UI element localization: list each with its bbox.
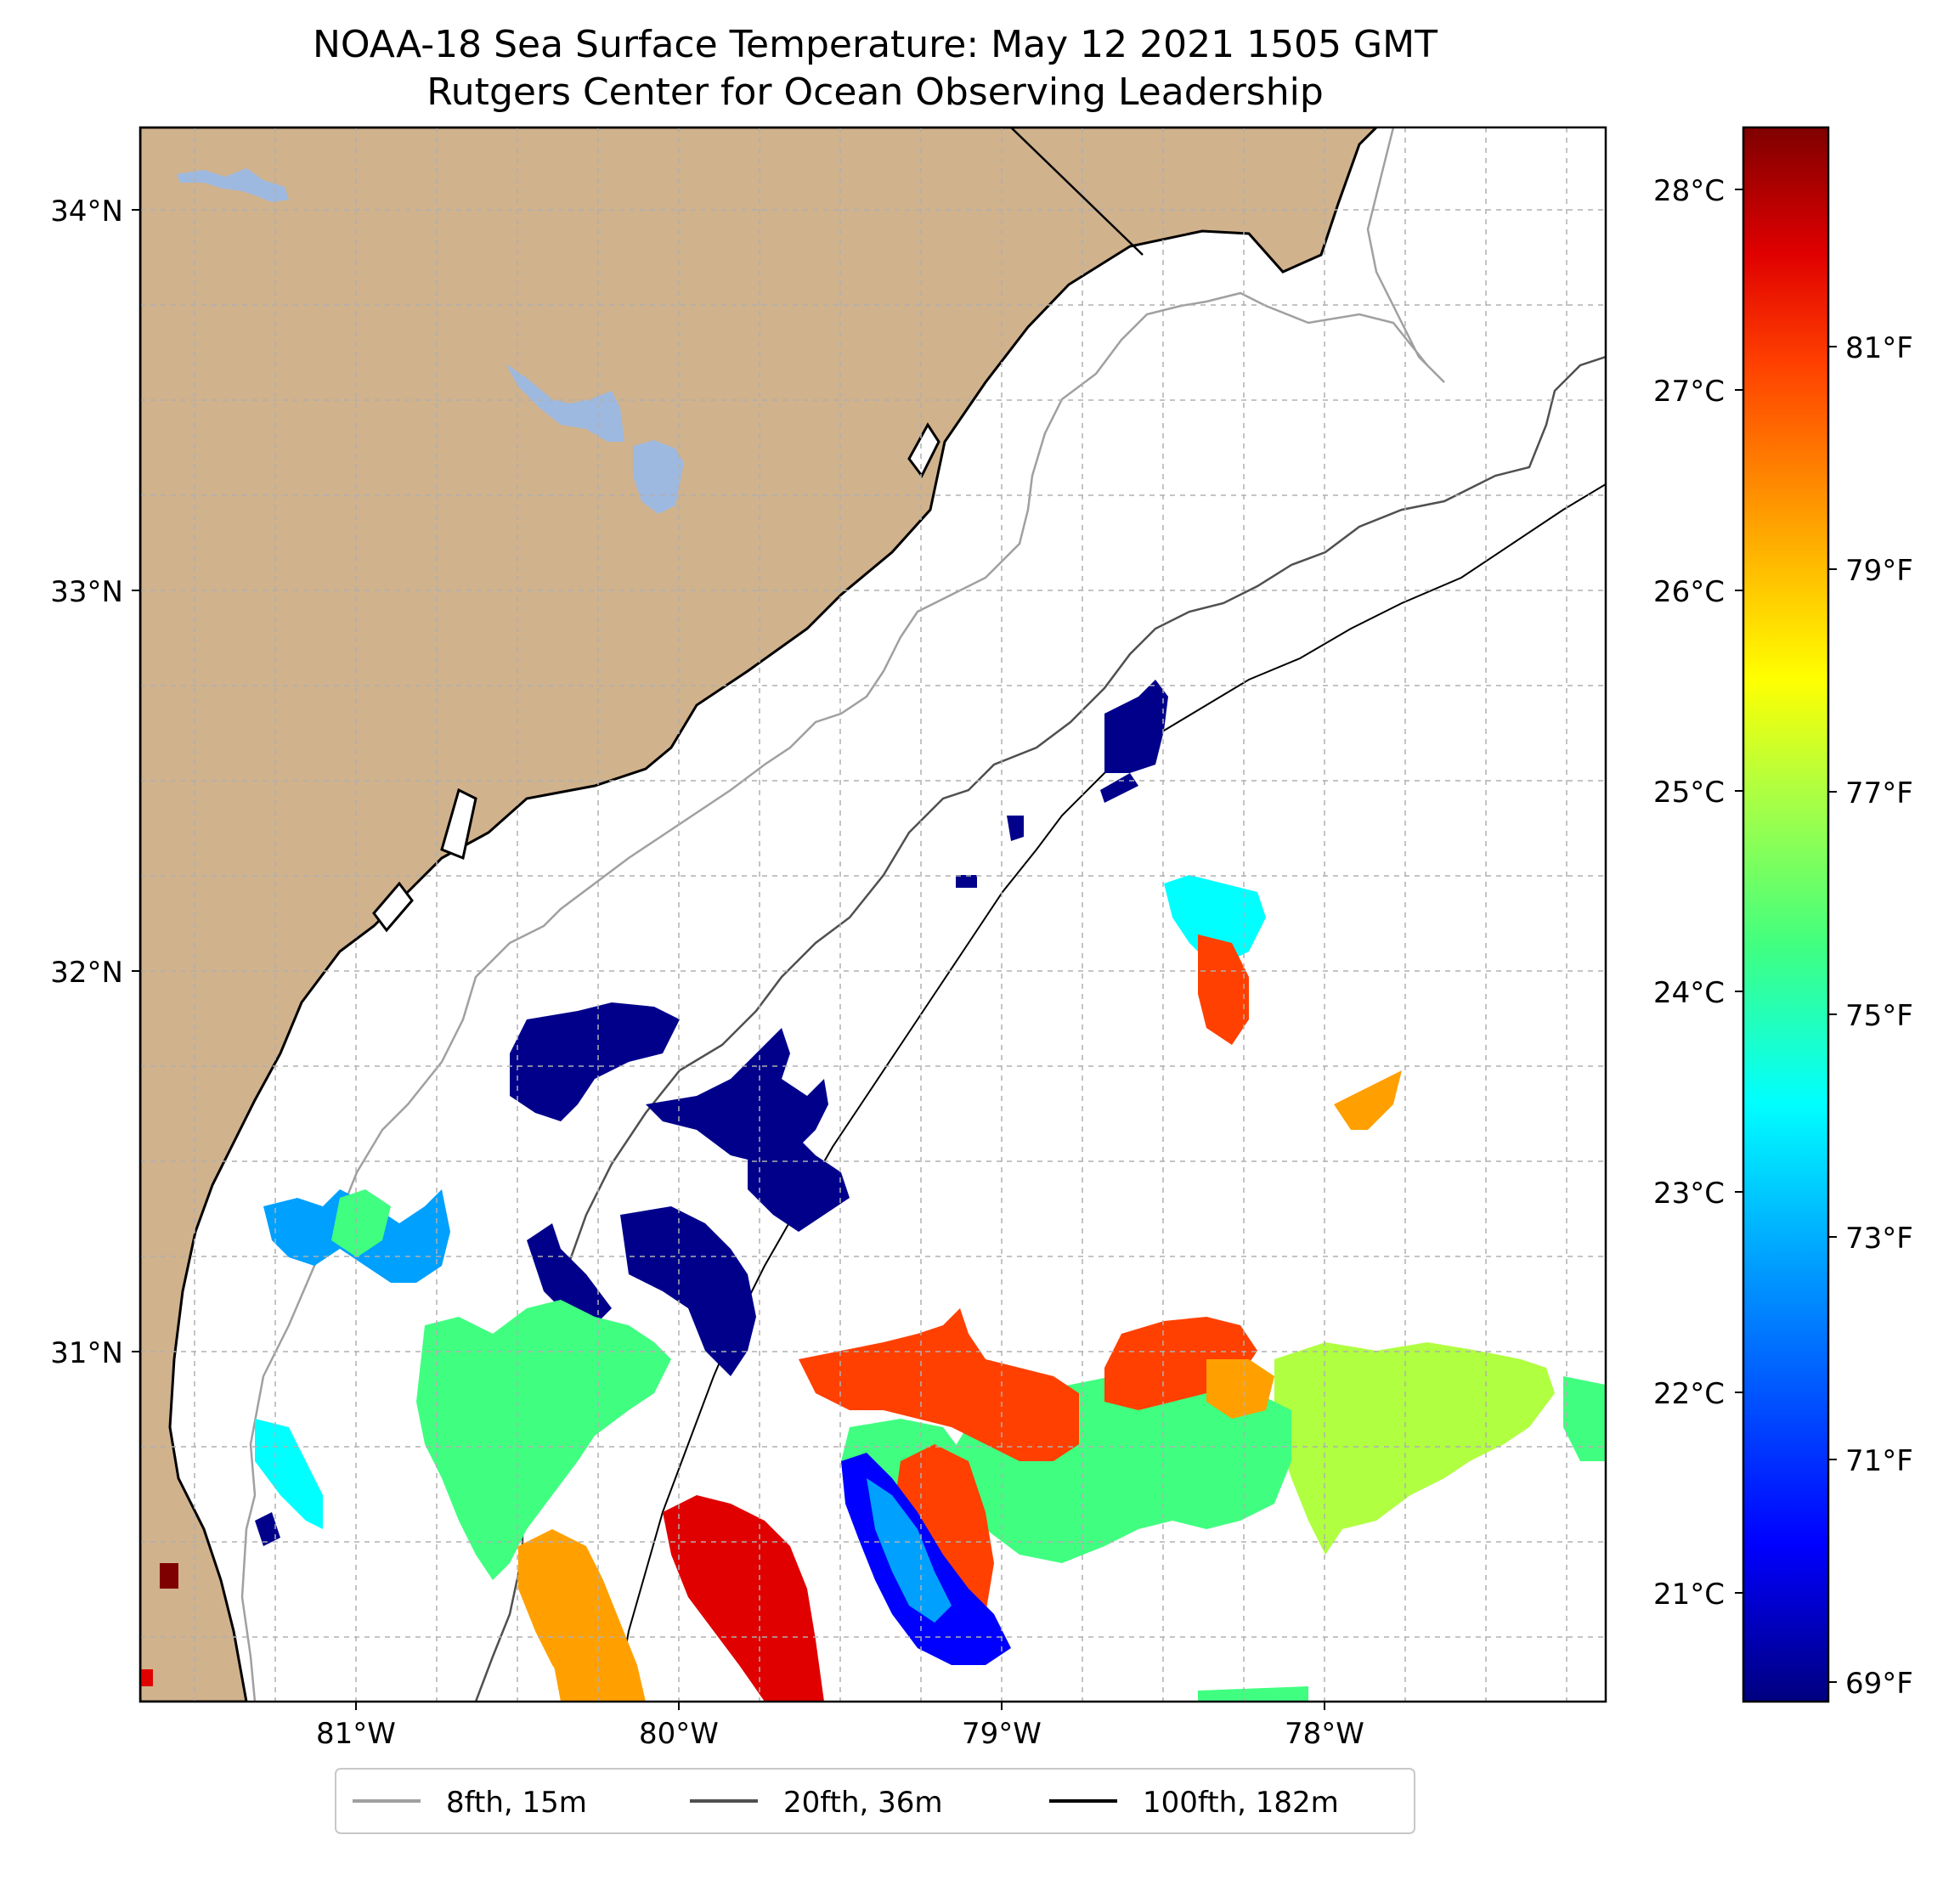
cbar-c-21: 21°C <box>1653 1578 1725 1612</box>
lake-upper <box>177 168 289 202</box>
cbar-c-23: 23°C <box>1653 1177 1725 1211</box>
colorbar-gradient <box>1742 126 1830 1703</box>
cbar-c-26: 26°C <box>1653 575 1725 609</box>
cbar-f-73: 73°F <box>1845 1222 1913 1256</box>
legend-box <box>335 1768 1415 1834</box>
axis-ticks <box>132 209 1325 1710</box>
lon-label-79: 79°W <box>962 1717 1042 1751</box>
inlet-b <box>440 788 477 861</box>
cbar-c-24: 24°C <box>1653 976 1725 1010</box>
cbar-f-71: 71°F <box>1845 1444 1913 1478</box>
lon-label-78: 78°W <box>1285 1717 1364 1751</box>
map-frame <box>138 126 1607 1703</box>
lake-marion <box>506 364 624 442</box>
chart-subtitle: Rutgers Center for Ocean Observing Leade… <box>426 71 1324 114</box>
cbar-c-22: 22°C <box>1653 1377 1725 1411</box>
inlet-c <box>372 881 414 933</box>
sst-patches <box>140 680 1606 1702</box>
lat-label-32: 32°N <box>50 956 123 990</box>
legend-label-100fth: 100fth, 182m <box>1143 1786 1339 1820</box>
cbar-f-69: 69°F <box>1845 1667 1913 1701</box>
legend-label-20fth: 20fth, 36m <box>783 1786 943 1820</box>
cbar-f-81: 81°F <box>1845 331 1913 365</box>
cbar-c-27: 27°C <box>1653 375 1725 409</box>
colorbar: 28°C 27°C 26°C 25°C 24°C 23°C 22°C 21°C … <box>1653 126 1913 1703</box>
legend: 8fth, 15m 20fth, 36m 100fth, 182m <box>335 1768 1415 1834</box>
cbar-f-77: 77°F <box>1845 776 1913 810</box>
isobath-100fth <box>615 483 1606 1702</box>
state-border <box>1010 127 1144 256</box>
map-area <box>140 127 1606 1702</box>
cbar-f-75: 75°F <box>1845 999 1913 1033</box>
cbar-c-25: 25°C <box>1653 776 1725 810</box>
cbar-c-28: 28°C <box>1653 174 1725 208</box>
lon-label-80: 80°W <box>639 1717 719 1751</box>
lon-label-81: 81°W <box>316 1717 396 1751</box>
inlet-a <box>907 422 940 478</box>
legend-label-8fth: 8fth, 15m <box>446 1786 587 1820</box>
lat-label-33: 33°N <box>50 575 123 609</box>
land-mass <box>140 127 1379 1702</box>
cbar-f-79: 79°F <box>1845 554 1913 588</box>
chart-title: NOAA-18 Sea Surface Temperature: May 12 … <box>313 23 1438 66</box>
lat-label-34: 34°N <box>50 195 123 229</box>
lat-label-31: 31°N <box>50 1336 123 1370</box>
gridlines <box>140 127 1606 1702</box>
